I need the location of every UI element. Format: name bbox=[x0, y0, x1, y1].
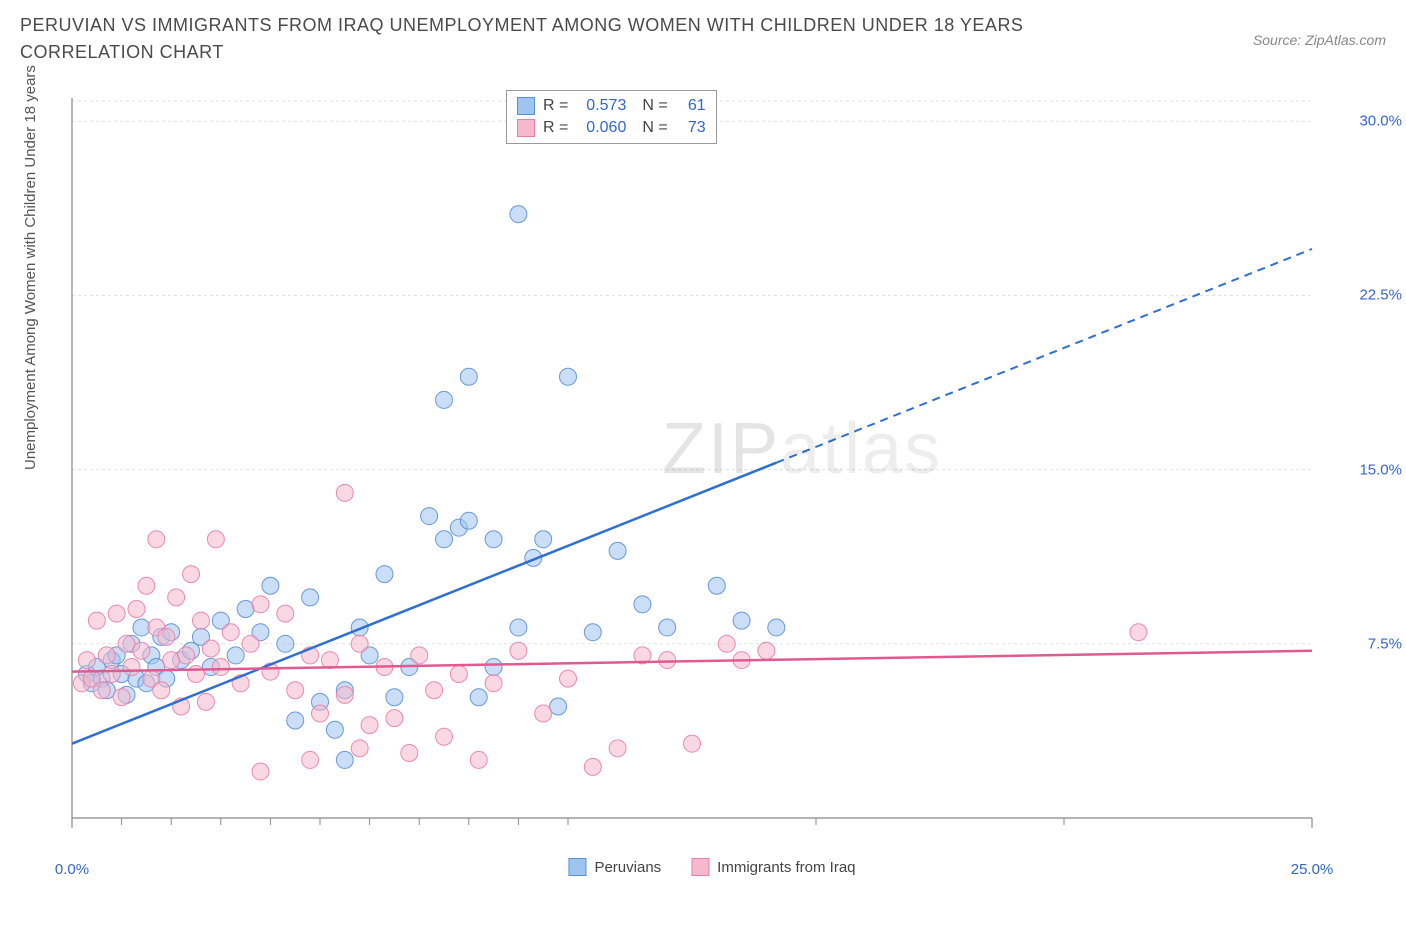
x-tick-label: 25.0% bbox=[1291, 861, 1334, 878]
y-tick-label: 22.5% bbox=[1359, 287, 1402, 304]
y-tick-label: 7.5% bbox=[1368, 635, 1402, 652]
stats-r-value: 0.060 bbox=[576, 119, 626, 137]
y-tick-label: 30.0% bbox=[1359, 113, 1402, 130]
x-tick-label: 0.0% bbox=[55, 861, 89, 878]
stats-n-value: 73 bbox=[676, 119, 706, 137]
chart-title: PERUVIAN VS IMMIGRANTS FROM IRAQ UNEMPLO… bbox=[20, 12, 1120, 66]
legend-label: Peruvians bbox=[594, 859, 661, 876]
stats-r-value: 0.573 bbox=[576, 97, 626, 115]
stats-row: R = 0.573 N = 61 bbox=[517, 95, 706, 117]
legend-label: Immigrants from Iraq bbox=[717, 859, 855, 876]
stats-row: R = 0.060 N = 73 bbox=[517, 117, 706, 139]
stats-swatch bbox=[517, 97, 535, 115]
legend-item: Peruvians bbox=[568, 858, 661, 876]
stats-n-label: N = bbox=[642, 119, 667, 137]
stats-swatch bbox=[517, 119, 535, 137]
source-credit: Source: ZipAtlas.com bbox=[1253, 12, 1386, 48]
legend-swatch bbox=[568, 858, 586, 876]
legend-item: Immigrants from Iraq bbox=[691, 858, 855, 876]
scatter-plot bbox=[62, 88, 1362, 848]
stats-legend-box: R = 0.573 N = 61 R = 0.060 N = 73 bbox=[506, 90, 717, 144]
stats-r-label: R = bbox=[543, 97, 568, 115]
stats-r-label: R = bbox=[543, 119, 568, 137]
series-legend: Peruvians Immigrants from Iraq bbox=[568, 858, 855, 876]
legend-swatch bbox=[691, 858, 709, 876]
stats-n-value: 61 bbox=[676, 97, 706, 115]
stats-n-label: N = bbox=[642, 97, 667, 115]
y-axis-label: Unemployment Among Women with Children U… bbox=[22, 65, 39, 470]
y-tick-label: 15.0% bbox=[1359, 461, 1402, 478]
chart-area: ZIPatlas R = 0.573 N = 61 R = 0.060 N = … bbox=[62, 88, 1362, 848]
